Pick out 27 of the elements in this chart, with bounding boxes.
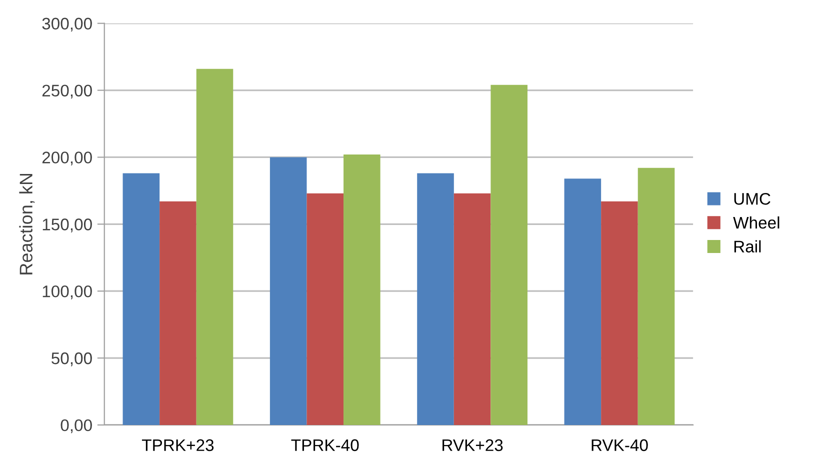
y-tick-label: 100,00	[42, 286, 92, 300]
bar	[638, 168, 675, 425]
y-axis-title: Reaction, kN	[19, 174, 35, 274]
y-tick-label: 200,00	[42, 152, 92, 166]
bar	[601, 201, 638, 425]
bar	[344, 154, 380, 425]
bar	[490, 84, 528, 425]
bar	[417, 173, 454, 425]
bar	[454, 193, 491, 425]
bar	[160, 201, 196, 425]
y-tick-label: 0,00	[60, 419, 92, 434]
bar	[306, 193, 344, 425]
y-tick-label: 250,00	[42, 84, 92, 98]
x-tick-label: TPRK-40	[291, 439, 359, 452]
legend-label: UMC	[734, 192, 770, 205]
legend-label: Wheel	[733, 216, 780, 229]
y-tick-label: 150,00	[42, 218, 92, 232]
bar	[270, 157, 307, 425]
x-tick-label: RVK-40	[592, 439, 648, 452]
bar	[196, 68, 234, 425]
x-tick-label: TPRK+23	[142, 439, 214, 452]
y-tick-label: 50,00	[52, 352, 92, 366]
y-tick-label: 300,00	[42, 18, 92, 32]
bar	[122, 173, 160, 425]
bar	[564, 178, 602, 425]
legend-label: Rail	[734, 240, 761, 253]
x-tick-label: RVK+23	[442, 439, 503, 452]
